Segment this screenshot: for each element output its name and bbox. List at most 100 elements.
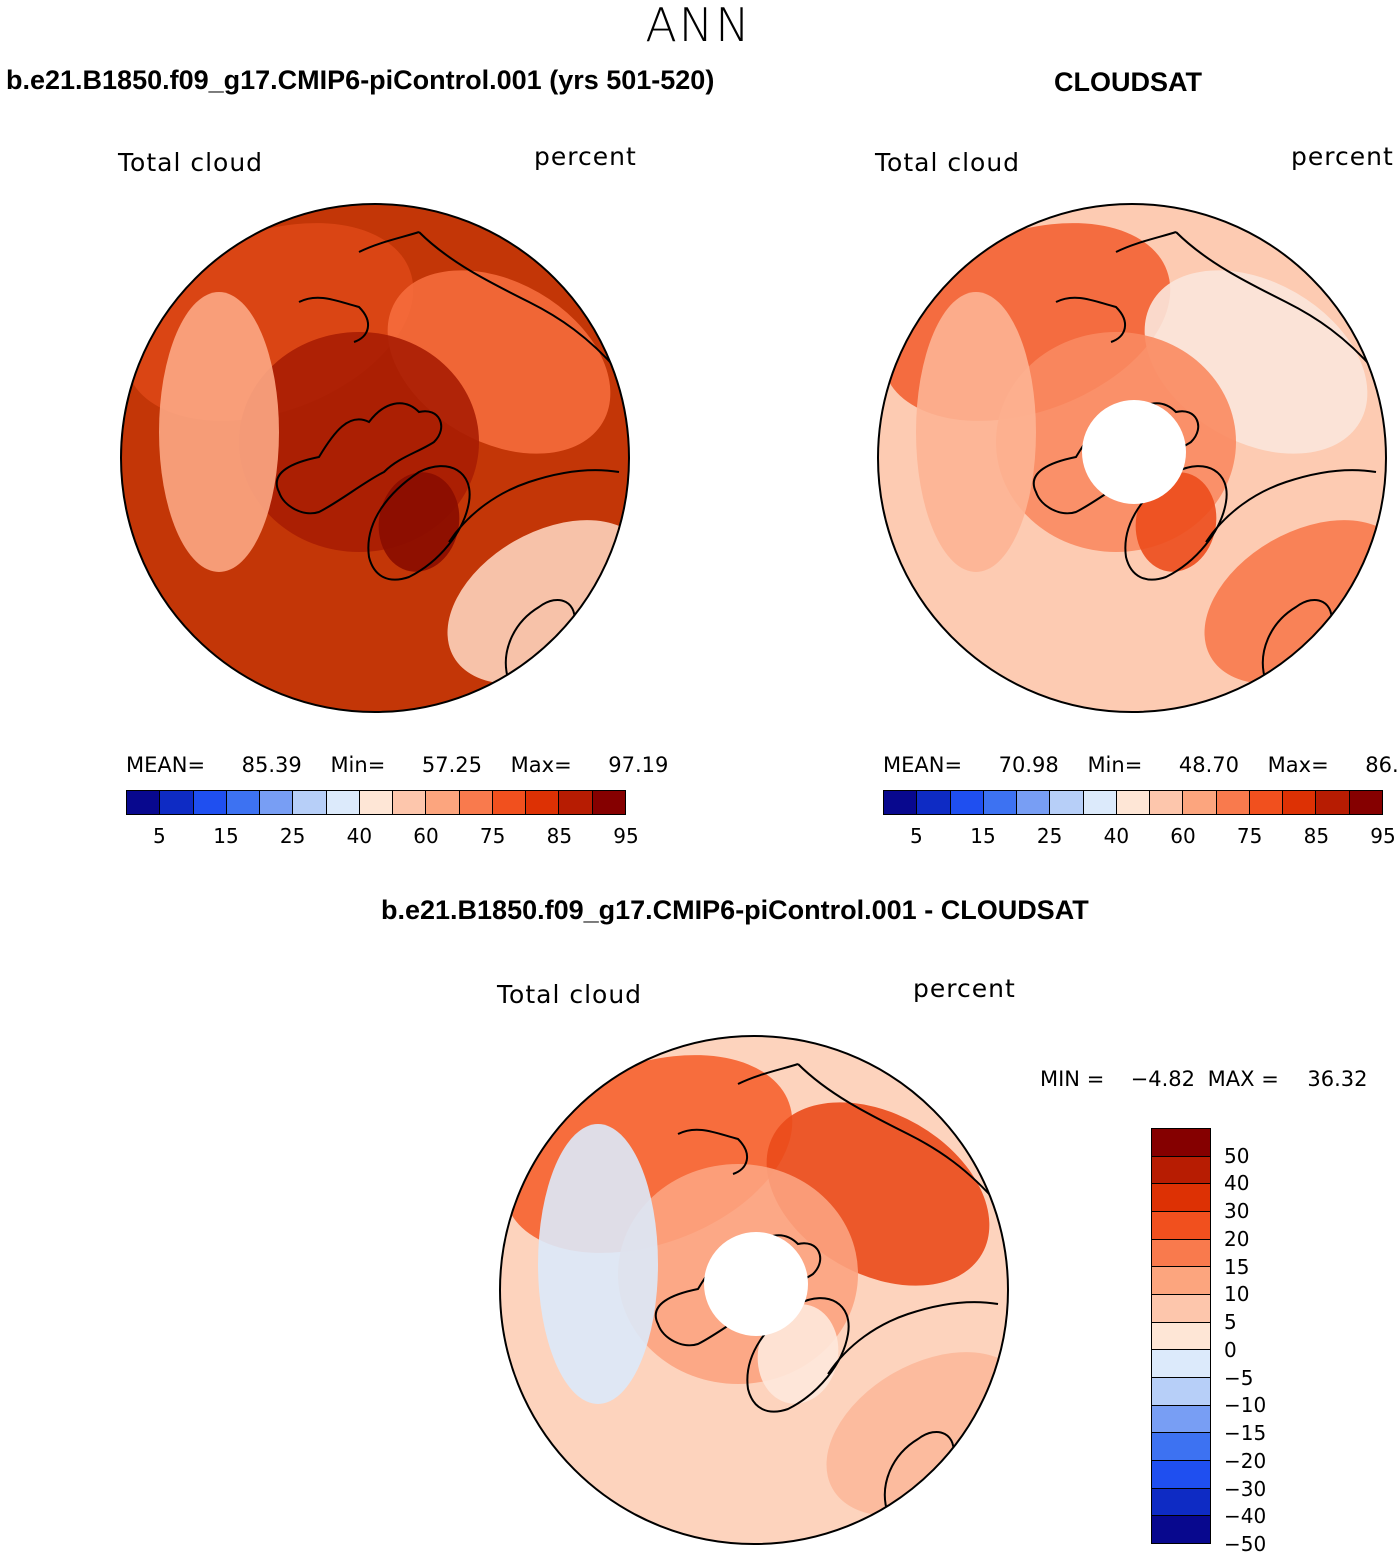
diff-colorbar-swatch bbox=[1152, 1516, 1210, 1544]
panel1-colorbar-tick-label: 25 bbox=[279, 824, 306, 848]
panel1-colorbar-swatch bbox=[193, 791, 227, 814]
diff-colorbar-swatch bbox=[1152, 1239, 1210, 1268]
panel1-stats: MEAN= 85.39 Min= 57.25 Max= 97.19 bbox=[126, 752, 668, 778]
diff-colorbar-tick-label: 15 bbox=[1224, 1254, 1250, 1279]
panel1-colorbar-swatch bbox=[226, 791, 261, 814]
diff-colorbar-tick-label: 40 bbox=[1224, 1171, 1250, 1196]
panel2-colorbar-swatch bbox=[917, 791, 951, 814]
diff-colorbar-tick-label: −15 bbox=[1224, 1421, 1267, 1446]
panel2-field-patch bbox=[916, 292, 1036, 572]
panel1-max-value: 97.19 bbox=[608, 753, 669, 777]
diff-max-value: 36.32 bbox=[1307, 1067, 1368, 1091]
panel2-colorbar-swatch bbox=[1216, 791, 1250, 814]
panel2-colorbar-swatch bbox=[1349, 791, 1382, 814]
panel2-colorbar-swatch bbox=[1083, 791, 1117, 814]
panel2-colorbar-tick-label: 85 bbox=[1303, 824, 1330, 848]
panel2-coastline bbox=[1175, 231, 1386, 443]
diff-colorbar-swatch bbox=[1152, 1461, 1210, 1489]
panel2-colorbar-swatch bbox=[1249, 791, 1284, 814]
panel2-variable: Total cloud bbox=[875, 148, 1021, 177]
panel1-colorbar-swatch bbox=[426, 791, 460, 814]
diff-colorbar-tick-label: −20 bbox=[1224, 1448, 1267, 1473]
diff-coastline bbox=[737, 1063, 799, 1085]
panel2-colorbar-swatch bbox=[884, 791, 918, 814]
panel1-colorbar-swatch bbox=[326, 791, 360, 814]
diff-colorbar-swatch bbox=[1152, 1295, 1210, 1323]
panel1-colorbar-tick-label: 15 bbox=[213, 824, 239, 848]
panel2-colorbar-labels: 5 15 25 40 60 75 85 95 bbox=[883, 824, 1396, 848]
panel1-colorbar-swatch bbox=[393, 791, 427, 814]
panel1-coastline bbox=[367, 465, 471, 581]
panel1-variable: Total cloud bbox=[118, 148, 264, 177]
diff-map-border bbox=[499, 1035, 1009, 1545]
panel2-coastline bbox=[1032, 402, 1200, 515]
panel2-colorbar-tick-label: 40 bbox=[1103, 824, 1130, 848]
panel2-coastline bbox=[1055, 296, 1126, 343]
diff-colorbar-swatch bbox=[1152, 1184, 1210, 1213]
diff-colorbar-tick-label: 0 bbox=[1224, 1337, 1237, 1362]
panel1-coastline bbox=[275, 402, 443, 515]
panel2-colorbar-tick-label: 5 bbox=[909, 824, 923, 848]
panel1-colorbar-swatch bbox=[459, 791, 493, 814]
diff-variable: Total cloud bbox=[497, 980, 643, 1009]
diff-colorbar-tick-label: 10 bbox=[1224, 1282, 1250, 1307]
diff-colorbar-tick-label: −50 bbox=[1224, 1532, 1267, 1556]
panel2-min-label: Min= bbox=[1087, 753, 1143, 777]
panel1-colorbar-swatch bbox=[127, 791, 161, 814]
panel1-colorbar-tick-label: 40 bbox=[346, 824, 373, 848]
diff-min-value: −4.82 bbox=[1130, 1067, 1195, 1091]
panel1-polar-map bbox=[120, 203, 630, 713]
panel2-polar-map bbox=[877, 203, 1387, 713]
diff-colorbar-swatch bbox=[1152, 1212, 1210, 1240]
panel1-colorbar-swatch bbox=[260, 791, 294, 814]
panel1-units: percent bbox=[534, 142, 637, 171]
diff-max-label: MAX = bbox=[1207, 1067, 1279, 1091]
panel1-colorbar-swatch bbox=[559, 791, 593, 814]
panel1-colorbar bbox=[126, 790, 626, 815]
panel2-colorbar-swatch bbox=[1150, 791, 1184, 814]
diff-colorbar-tick-label: −40 bbox=[1224, 1504, 1267, 1529]
panel1-colorbar-tick-label: 85 bbox=[546, 824, 573, 848]
diff-min-label: MIN = bbox=[1040, 1067, 1105, 1091]
panel1-min-value: 57.25 bbox=[421, 753, 482, 777]
diff-stats: MIN = −4.82 MAX = 36.32 bbox=[1040, 1066, 1368, 1092]
diff-colorbar-swatch bbox=[1152, 1405, 1210, 1434]
season-title: ANN bbox=[645, 0, 752, 52]
panel2-colorbar-tick-label: 75 bbox=[1236, 824, 1263, 848]
panel1-colorbar-tick-label: 60 bbox=[413, 824, 439, 848]
panel1-colorbar-swatch bbox=[492, 791, 527, 814]
panel1-colorbar-swatch bbox=[293, 791, 327, 814]
panel1-coastline bbox=[448, 469, 620, 543]
panel2-colorbar-swatch bbox=[1116, 791, 1151, 814]
diff-colorbar-tick-label: 5 bbox=[1224, 1310, 1237, 1335]
panel1-map-border bbox=[120, 203, 630, 713]
diff-colorbar-swatch bbox=[1152, 1267, 1210, 1296]
panel2-colorbar-tick-label: 15 bbox=[970, 824, 996, 848]
diff-colorbar-swatch bbox=[1152, 1433, 1210, 1462]
diff-colorbar-swatch bbox=[1152, 1156, 1210, 1185]
diff-colorbar-labels: 50 40 30 20 15 10 5 0 −5 −10 −15 −20 −30 −40 −50 bbox=[1224, 1128, 1284, 1556]
panel2-colorbar-tick-label: 60 bbox=[1170, 824, 1196, 848]
panel2-polar-no-data-hole bbox=[1082, 400, 1186, 504]
panel2-map-border bbox=[877, 203, 1387, 713]
diff-title: b.e21.B1850.f09_g17.CMIP6-piControl.001 … bbox=[381, 895, 1089, 925]
panel2-colorbar-swatch bbox=[950, 791, 984, 814]
panel2-coastline bbox=[1205, 469, 1377, 543]
panel2-colorbar-swatch bbox=[1283, 791, 1317, 814]
diff-colorbar-swatch bbox=[1152, 1350, 1210, 1379]
panel1-coastline bbox=[418, 231, 629, 443]
diff-colorbar-tick-label: 50 bbox=[1224, 1143, 1250, 1168]
diff-coastline bbox=[654, 1234, 822, 1347]
panel2-colorbar bbox=[883, 790, 1383, 815]
diff-polar-map bbox=[499, 1035, 1009, 1545]
panel2-coastline bbox=[1115, 231, 1177, 253]
diff-colorbar-tick-label: 30 bbox=[1224, 1199, 1250, 1224]
panel2-min-value: 48.70 bbox=[1178, 753, 1239, 777]
diff-colorbar-swatch bbox=[1152, 1488, 1210, 1517]
panel1-field-patch bbox=[159, 292, 279, 572]
diff-polar-no-data-hole bbox=[704, 1232, 808, 1336]
panel1-colorbar-swatch bbox=[160, 791, 194, 814]
panel1-field-patch bbox=[378, 472, 460, 572]
panel2-colorbar-tick-label: 25 bbox=[1036, 824, 1063, 848]
diff-colorbar-swatch bbox=[1152, 1129, 1210, 1157]
